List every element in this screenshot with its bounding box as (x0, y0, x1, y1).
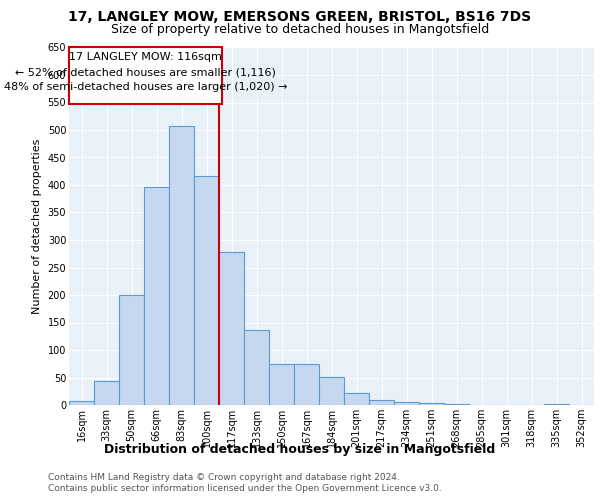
Text: Size of property relative to detached houses in Mangotsfield: Size of property relative to detached ho… (111, 22, 489, 36)
Text: 17 LANGLEY MOW: 116sqm: 17 LANGLEY MOW: 116sqm (69, 52, 221, 62)
Bar (269, 364, 294, 405)
Bar (144, 186, 169, 405)
Text: Contains public sector information licensed under the Open Government Licence v3: Contains public sector information licen… (48, 484, 442, 493)
Bar (319, 377, 344, 405)
Bar (419, 403, 444, 405)
Bar (294, 364, 319, 405)
Bar (194, 176, 219, 405)
Bar (369, 400, 394, 405)
Bar (244, 330, 269, 405)
Text: ← 52% of detached houses are smaller (1,116): ← 52% of detached houses are smaller (1,… (15, 67, 275, 77)
Bar (94, 381, 119, 405)
Bar (544, 404, 569, 405)
Bar (219, 252, 244, 405)
Bar (169, 126, 194, 405)
Text: 17, LANGLEY MOW, EMERSONS GREEN, BRISTOL, BS16 7DS: 17, LANGLEY MOW, EMERSONS GREEN, BRISTOL… (68, 10, 532, 24)
Bar (119, 295, 144, 405)
Bar (69, 48, 221, 104)
Bar (344, 393, 369, 405)
Text: 48% of semi-detached houses are larger (1,020) →: 48% of semi-detached houses are larger (… (4, 82, 287, 92)
Text: Distribution of detached houses by size in Mangotsfield: Distribution of detached houses by size … (104, 442, 496, 456)
Y-axis label: Number of detached properties: Number of detached properties (32, 138, 42, 314)
Bar (69, 400, 94, 405)
Text: Contains HM Land Registry data © Crown copyright and database right 2024.: Contains HM Land Registry data © Crown c… (48, 472, 400, 482)
Bar (444, 404, 469, 405)
Bar (394, 402, 419, 405)
